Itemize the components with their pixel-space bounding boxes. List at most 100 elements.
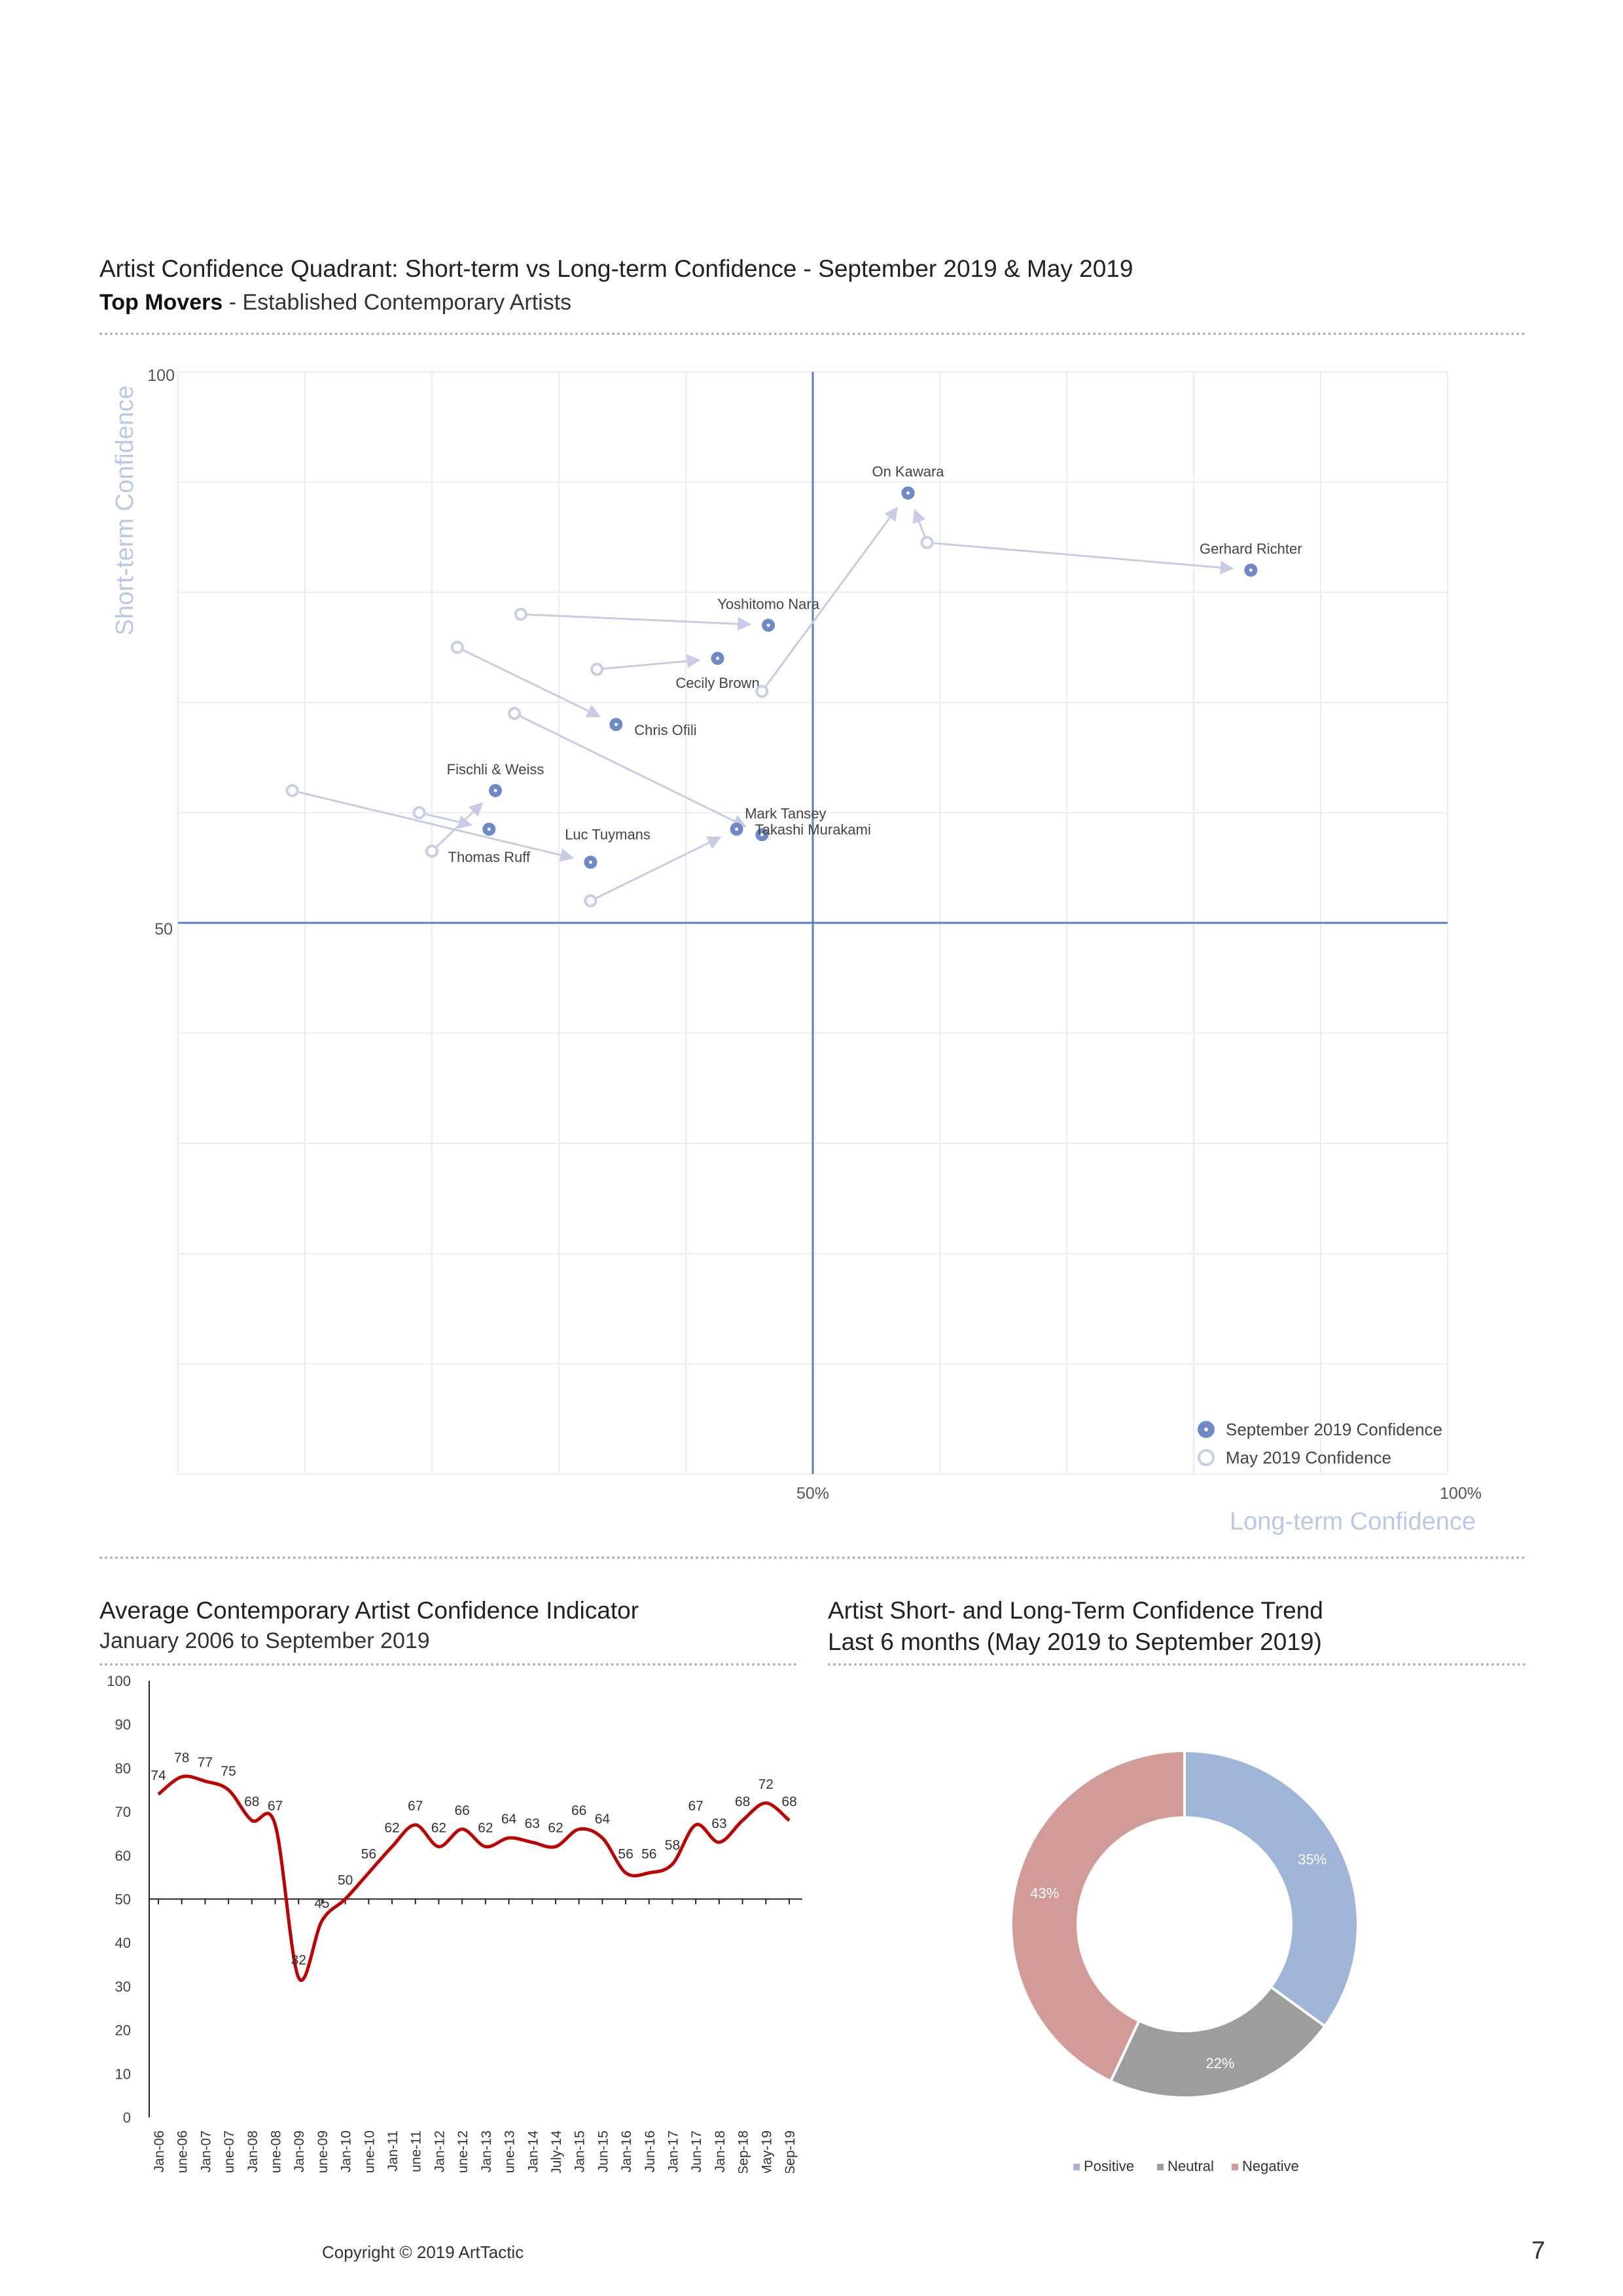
legend-swatch	[1073, 2164, 1080, 2170]
confidence-donut-chart: 35% 22% 43% Positive Neutral Negative	[1010, 1749, 1359, 2174]
data-label: 66	[571, 1803, 586, 1818]
y-tick-label: 30	[115, 1979, 131, 1995]
movement-arrow	[419, 812, 473, 829]
sep-2019-point-center	[614, 723, 618, 726]
confidence-line	[157, 1774, 791, 1982]
x-tick-label: June-12	[455, 2130, 471, 2173]
y-tick-label: 80	[115, 1760, 131, 1776]
movement-arrow	[520, 613, 752, 631]
divider-dotted	[99, 332, 1526, 335]
copyright: Copyright © 2019 ArtTactic	[322, 2242, 524, 2262]
page-number: 7	[1531, 2237, 1546, 2265]
y-tick-label: 70	[115, 1804, 131, 1820]
x-tick-label: Jan-12	[432, 2130, 447, 2172]
legend-label: Negative	[1242, 2158, 1299, 2174]
donut-slice	[1109, 1985, 1327, 2099]
x-tick-label: Jan-07	[198, 2130, 213, 2172]
data-label: 67	[408, 1799, 423, 1814]
x-tick-label: Jan-18	[713, 2130, 728, 2172]
quadrant-subtitle-bold: Top Movers	[99, 290, 223, 315]
donut-subtitle: Last 6 months (May 2019 to September 201…	[828, 1628, 1322, 1655]
x-tick-label: June-08	[269, 2130, 284, 2173]
donut-data-label: 35%	[1298, 1852, 1327, 1868]
data-label: 62	[431, 1820, 446, 1835]
legend-swatch	[1157, 2164, 1164, 2170]
data-label: 77	[198, 1755, 213, 1770]
legend-may-label: May 2019 Confidence	[1226, 1448, 1391, 1467]
x-tick-label: June-09	[315, 2130, 330, 2173]
y-tick-label: 0	[123, 2109, 131, 2126]
data-label: 63	[711, 1816, 726, 1831]
may-2019-point	[412, 806, 426, 819]
line-chart-divider	[99, 1663, 797, 1666]
data-label: 64	[501, 1812, 517, 1827]
data-label: 63	[525, 1816, 540, 1831]
data-label: 68	[244, 1794, 259, 1809]
artist-label: Luc Tuymans	[565, 826, 651, 842]
x-tick-label: June-10	[362, 2130, 377, 2173]
y-tick-label: 100	[147, 367, 175, 385]
data-label: 45	[314, 1896, 329, 1911]
data-label: 74	[151, 1768, 166, 1783]
x-axis-title: Long-term Confidence	[1230, 1508, 1476, 1535]
movement-arrow	[431, 802, 484, 852]
artist-label: Chris Ofili	[634, 722, 696, 738]
artist-label: Thomas Ruff	[448, 849, 531, 865]
data-label: 72	[758, 1777, 774, 1792]
x-tick-label: Jan-11	[385, 2130, 401, 2172]
y-axis-title: Short-term Confidence	[111, 386, 139, 636]
sep-2019-point-center	[1249, 568, 1253, 572]
x-tick-label: Jan-14	[526, 2130, 541, 2173]
x-tick-label: Jan-17	[666, 2130, 681, 2172]
sep-2019-point-center	[589, 860, 592, 864]
x-tick-label: Sep-19	[783, 2130, 798, 2173]
donut-title: Artist Short- and Long-Term Confidence T…	[828, 1597, 1323, 1624]
line-chart-title: Average Contemporary Artist Confidence I…	[99, 1597, 639, 1624]
sep-2019-point-center	[906, 491, 910, 495]
data-label: 62	[548, 1820, 563, 1835]
x-tick-label: 100%	[1440, 1484, 1482, 1503]
legend-sep-label: September 2019 Confidence	[1226, 1420, 1442, 1439]
movement-arrow	[457, 646, 601, 717]
sep-2019-point-center	[493, 789, 497, 793]
movement-arrow	[590, 836, 722, 902]
artist-label: Gerhard Richter	[1200, 541, 1302, 557]
data-label: 66	[454, 1803, 469, 1818]
data-label: 75	[221, 1764, 236, 1779]
may-2019-point	[590, 662, 604, 676]
x-tick-label: 50%	[796, 1484, 829, 1503]
y-tick-label: 60	[115, 1848, 131, 1864]
may-2019-point	[508, 707, 522, 721]
sep-2019-point-center	[760, 833, 764, 836]
data-label: 78	[174, 1751, 189, 1766]
donut-data-label: 22%	[1205, 2055, 1234, 2072]
may-2019-point	[920, 536, 934, 550]
data-label: 56	[618, 1846, 633, 1861]
data-label: 68	[735, 1794, 750, 1809]
x-tick-label: May-19	[759, 2130, 774, 2173]
y-tick-label: 100	[107, 1673, 131, 1689]
y-tick-label: 20	[115, 2022, 131, 2039]
movement-arrow	[927, 541, 1234, 575]
x-tick-label: June-13	[503, 2130, 518, 2173]
sep-2019-point-center	[735, 827, 739, 831]
x-tick-label: Jan-10	[339, 2130, 354, 2172]
donut-slice	[1183, 1749, 1359, 2028]
data-label: 56	[641, 1846, 656, 1861]
may-2019-point	[755, 685, 769, 698]
y-tick-label: 10	[115, 2066, 131, 2082]
x-tick-label: Jun-15	[596, 2130, 611, 2172]
movement-arrow	[761, 507, 899, 692]
data-label: 64	[595, 1812, 611, 1827]
donut-data-label: 43%	[1030, 1885, 1059, 1901]
data-label: 67	[688, 1799, 704, 1814]
data-label: 68	[781, 1794, 796, 1809]
quadrant-subtitle: Top Movers - Established Contemporary Ar…	[99, 290, 571, 315]
legend-label: Neutral	[1168, 2158, 1214, 2174]
may-2019-point	[425, 844, 438, 858]
x-tick-label: Jan-08	[245, 2130, 260, 2172]
legend-sep-marker-center	[1204, 1427, 1208, 1431]
divider-dotted-2	[99, 1556, 1526, 1559]
sep-2019-point-center	[716, 656, 719, 660]
